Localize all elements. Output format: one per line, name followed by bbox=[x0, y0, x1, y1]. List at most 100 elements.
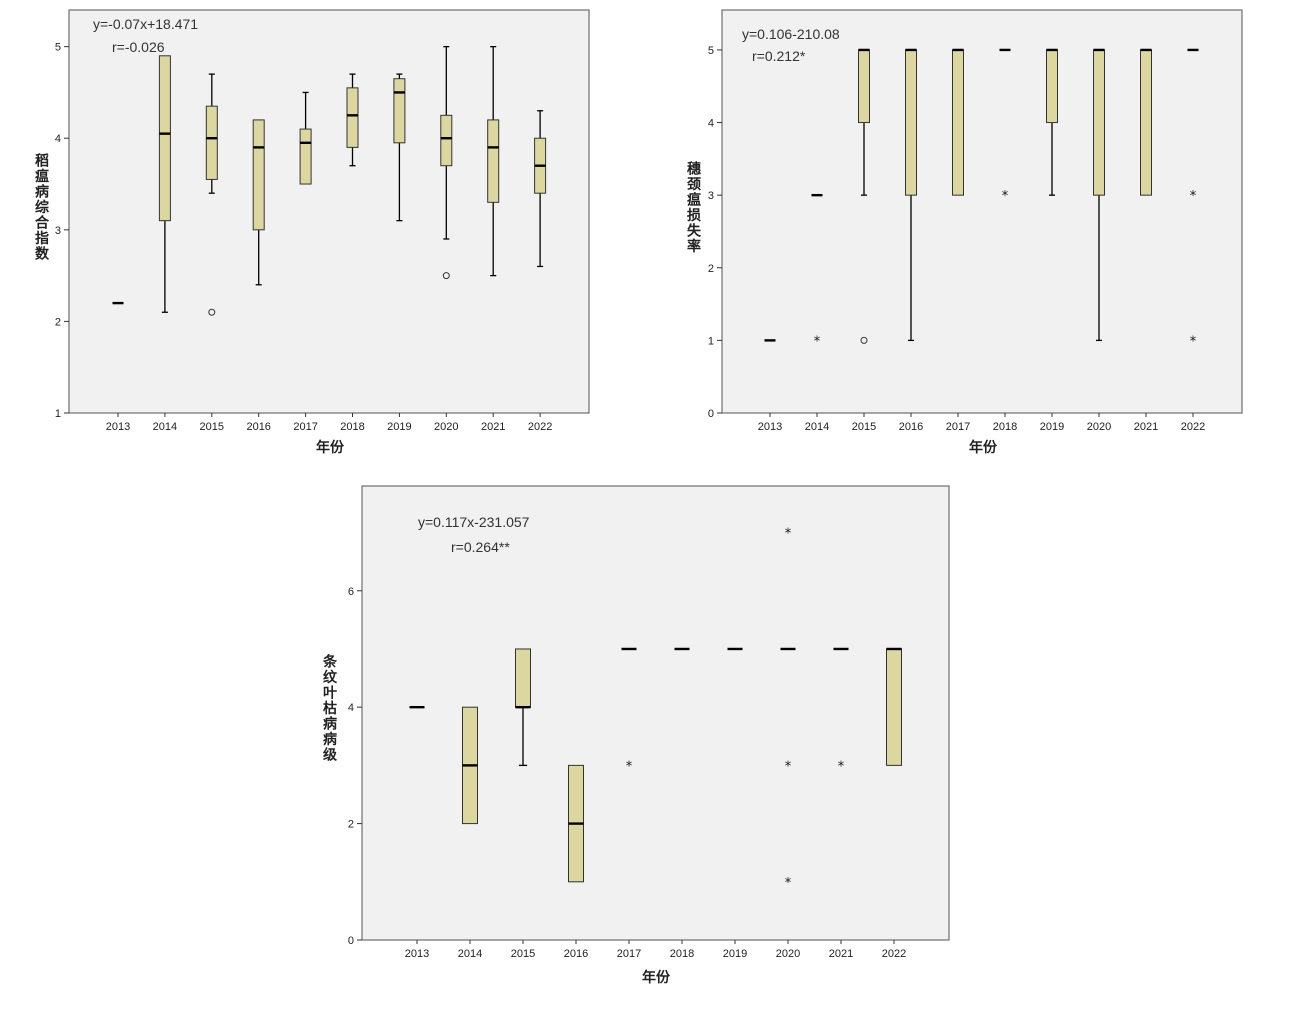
y-axis-label: 条纹叶枯病病级 bbox=[322, 654, 338, 764]
regression-annotation: y=-0.07x+18.471 bbox=[93, 16, 198, 32]
box-iqr bbox=[346, 87, 359, 148]
box-iqr bbox=[158, 55, 171, 222]
y-tick-label: 3 bbox=[708, 190, 714, 202]
chart-panel-rice-blast-index: 1 2 3 4 5 2013 2014 2015 2016 2017 2018 2019 2020 202… bbox=[35, 9, 590, 456]
plot-area bbox=[721, 9, 1243, 414]
y-axis-label-char: 综 bbox=[35, 199, 49, 216]
y-axis-label-char: 损 bbox=[687, 207, 701, 224]
box-2021 bbox=[1140, 48, 1152, 196]
x-tick-label: 2022 bbox=[528, 421, 552, 433]
x-tick-label: 2016 bbox=[246, 421, 270, 433]
box-2018 bbox=[346, 73, 359, 167]
box-iqr bbox=[205, 105, 218, 180]
x-tick-label: 2021 bbox=[829, 948, 853, 960]
outlier-star: * bbox=[1190, 189, 1197, 204]
x-tick-label: 2014 bbox=[458, 948, 482, 960]
regression-annotation: r=-0.026 bbox=[112, 39, 165, 55]
box-2017 bbox=[952, 48, 964, 196]
plot-area bbox=[68, 9, 590, 414]
x-tick-label: 2018 bbox=[670, 948, 694, 960]
box-2015 bbox=[858, 48, 870, 196]
y-axis-label-char: 失 bbox=[687, 222, 702, 239]
chart-panel-neck-blast-loss: 0 1 2 3 4 5 2013 2014 2015 2016 2017 2018 2019 2020 20… bbox=[686, 9, 1243, 456]
y-axis-label: 稻瘟病综合指数 bbox=[35, 153, 50, 263]
box-iqr bbox=[952, 49, 964, 196]
x-tick-label: 2019 bbox=[723, 948, 747, 960]
y-tick-label: 0 bbox=[348, 935, 354, 947]
box-iqr bbox=[1140, 49, 1152, 196]
x-axis-label: 年份 bbox=[642, 969, 671, 986]
x-tick-label: 2014 bbox=[805, 421, 829, 433]
x-tick-label: 2016 bbox=[899, 421, 923, 433]
y-tick-label: 3 bbox=[55, 225, 61, 237]
box-2015 bbox=[515, 648, 531, 767]
x-axis-label: 年份 bbox=[969, 439, 998, 456]
x-tick-label: 2018 bbox=[340, 421, 364, 433]
y-axis-label-char: 指 bbox=[35, 230, 49, 247]
y-tick-label: 5 bbox=[55, 42, 61, 54]
outlier-star: * bbox=[814, 334, 821, 349]
y-axis-label-char: 数 bbox=[35, 246, 50, 263]
box-2014 bbox=[158, 55, 171, 313]
y-axis-label: 穗颈瘟损失率 bbox=[686, 160, 702, 255]
x-tick-label: 2015 bbox=[852, 421, 876, 433]
y-tick-label: 1 bbox=[55, 408, 61, 420]
plot-area bbox=[361, 485, 950, 941]
x-tick-label: 2015 bbox=[511, 948, 535, 960]
x-tick-label: 2021 bbox=[481, 421, 505, 433]
y-tick-label: 4 bbox=[708, 118, 714, 130]
y-tick-label: 5 bbox=[708, 45, 714, 57]
x-tick-label: 2022 bbox=[882, 948, 906, 960]
box-iqr bbox=[858, 49, 870, 124]
outlier-star: * bbox=[838, 759, 845, 774]
y-axis-label-char: 瘟 bbox=[687, 191, 701, 208]
box-iqr bbox=[886, 648, 902, 766]
regression-annotation: r=0.264** bbox=[451, 539, 510, 555]
x-tick-label: 2015 bbox=[200, 421, 224, 433]
y-axis-label-char: 病 bbox=[323, 731, 337, 748]
chart-panel-stripe-leaf-blight: 0 2 4 6 2013 2014 2015 2016 2017 2018 2019 2020 2021… bbox=[322, 485, 950, 986]
x-tick-label: 2014 bbox=[153, 421, 177, 433]
box-2017 bbox=[299, 91, 312, 185]
y-axis-label-char: 级 bbox=[323, 747, 338, 764]
x-tick-label: 2013 bbox=[106, 421, 130, 433]
regression-annotation: y=0.106-210.08 bbox=[742, 26, 840, 42]
box-iqr bbox=[1046, 49, 1058, 124]
y-axis-label-char: 瘟 bbox=[35, 168, 49, 185]
box-iqr bbox=[393, 78, 406, 144]
box-2016 bbox=[252, 119, 265, 286]
x-tick-label: 2013 bbox=[405, 948, 429, 960]
y-axis-label-char: 条 bbox=[322, 654, 338, 671]
regression-annotation: r=0.212* bbox=[752, 48, 806, 64]
box-2020 bbox=[440, 45, 453, 240]
box-2019 bbox=[393, 73, 406, 222]
box-iqr bbox=[440, 114, 453, 167]
x-tick-label: 2022 bbox=[1181, 421, 1205, 433]
y-axis-label-char: 纹 bbox=[323, 669, 338, 686]
box-iqr bbox=[299, 128, 312, 185]
y-tick-label: 2 bbox=[348, 819, 354, 831]
y-axis-label-char: 枯 bbox=[323, 700, 337, 717]
x-tick-label: 2020 bbox=[434, 421, 458, 433]
outlier-star: * bbox=[785, 876, 792, 891]
outlier-circle bbox=[208, 308, 216, 316]
y-tick-label: 4 bbox=[55, 133, 61, 145]
y-tick-label: 6 bbox=[348, 586, 354, 598]
y-axis-label-char: 稻 bbox=[35, 153, 49, 170]
box-iqr bbox=[252, 119, 265, 231]
box-2022 bbox=[886, 647, 902, 766]
box-2014 bbox=[462, 706, 478, 825]
x-tick-label: 2019 bbox=[387, 421, 411, 433]
x-tick-label: 2021 bbox=[1134, 421, 1158, 433]
y-axis-label-char: 颈 bbox=[686, 177, 701, 193]
y-axis-label-char: 叶 bbox=[323, 686, 337, 702]
x-tick-label: 2013 bbox=[758, 421, 782, 433]
y-axis-label-char: 病 bbox=[323, 716, 337, 733]
y-tick-label: 0 bbox=[708, 408, 714, 420]
x-tick-label: 2019 bbox=[1040, 421, 1064, 433]
regression-annotation: y=0.117x-231.057 bbox=[418, 514, 530, 530]
box-2021 bbox=[487, 45, 500, 277]
box-iqr bbox=[905, 49, 917, 196]
y-axis-label-char: 率 bbox=[687, 238, 701, 255]
